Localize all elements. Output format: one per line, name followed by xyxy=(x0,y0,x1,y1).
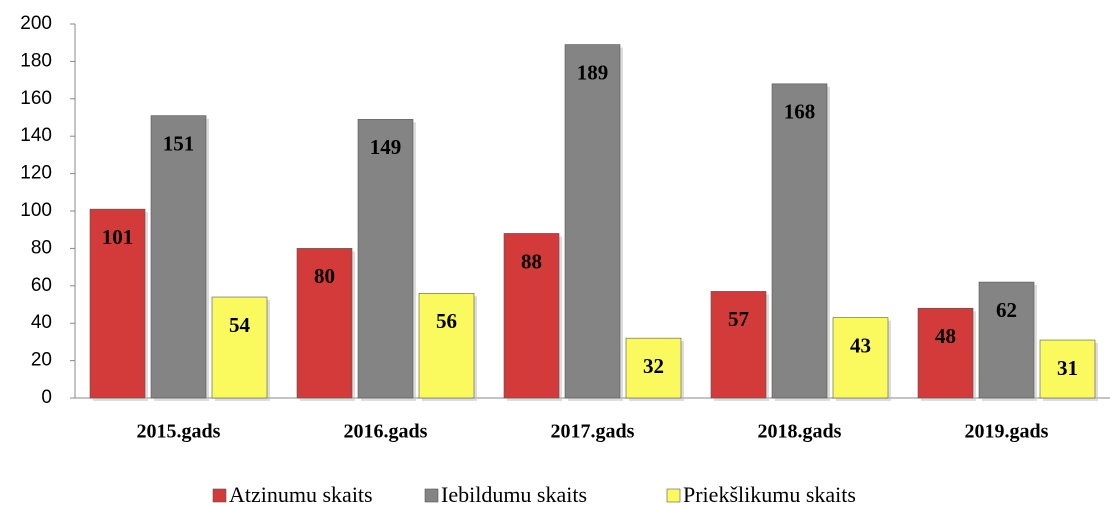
data-label: 31 xyxy=(1057,356,1078,380)
bar xyxy=(503,233,560,399)
bar xyxy=(564,44,621,399)
data-label: 56 xyxy=(436,309,457,333)
y-tick-label: 120 xyxy=(20,163,52,184)
bar xyxy=(418,292,475,399)
legend-label: Iebildumu skaits xyxy=(441,482,587,507)
data-label: 151 xyxy=(163,131,195,155)
bar xyxy=(978,281,1035,399)
data-label: 54 xyxy=(229,313,251,337)
data-label: 189 xyxy=(577,60,609,84)
y-tick-label: 0 xyxy=(41,387,52,408)
bar xyxy=(296,248,353,399)
x-tick-label: 2017.gads xyxy=(551,421,635,443)
bar xyxy=(357,119,414,399)
legend-label: Priekšlikumu skaits xyxy=(683,482,856,507)
legend-swatch xyxy=(424,488,439,503)
y-tick-label: 20 xyxy=(31,350,52,371)
legend-label: Atzinumu skaits xyxy=(229,482,373,507)
x-tick-label: 2018.gads xyxy=(758,421,842,443)
y-tick-label: 100 xyxy=(20,200,52,221)
legend-swatch xyxy=(212,488,227,503)
y-tick-label: 200 xyxy=(20,13,52,34)
y-tick-label: 140 xyxy=(20,125,52,146)
bar xyxy=(917,307,974,399)
data-label: 101 xyxy=(102,225,134,249)
data-label: 149 xyxy=(370,135,402,159)
data-label: 57 xyxy=(728,307,749,331)
y-tick-label: 80 xyxy=(31,237,52,258)
y-tick-label: 180 xyxy=(20,50,52,71)
bar xyxy=(771,83,828,399)
data-label: 80 xyxy=(314,264,335,288)
data-label: 62 xyxy=(996,298,1017,322)
x-tick-label: 2015.gads xyxy=(137,421,221,443)
x-tick-label: 2016.gads xyxy=(344,421,428,443)
bar xyxy=(832,317,889,399)
y-tick-label: 60 xyxy=(31,275,52,296)
bar xyxy=(710,291,767,399)
bar xyxy=(1039,339,1096,399)
y-tick-label: 40 xyxy=(31,312,52,333)
bar xyxy=(625,337,682,399)
data-label: 48 xyxy=(935,324,956,348)
bar xyxy=(150,115,207,399)
data-label: 32 xyxy=(643,354,664,378)
y-tick-label: 160 xyxy=(20,88,52,109)
data-label: 43 xyxy=(850,333,871,357)
data-label: 168 xyxy=(784,100,816,124)
legend-swatch xyxy=(666,488,681,503)
data-label: 88 xyxy=(521,249,542,273)
x-tick-label: 2019.gads xyxy=(965,421,1049,443)
bar xyxy=(89,208,146,399)
bar xyxy=(211,296,268,399)
